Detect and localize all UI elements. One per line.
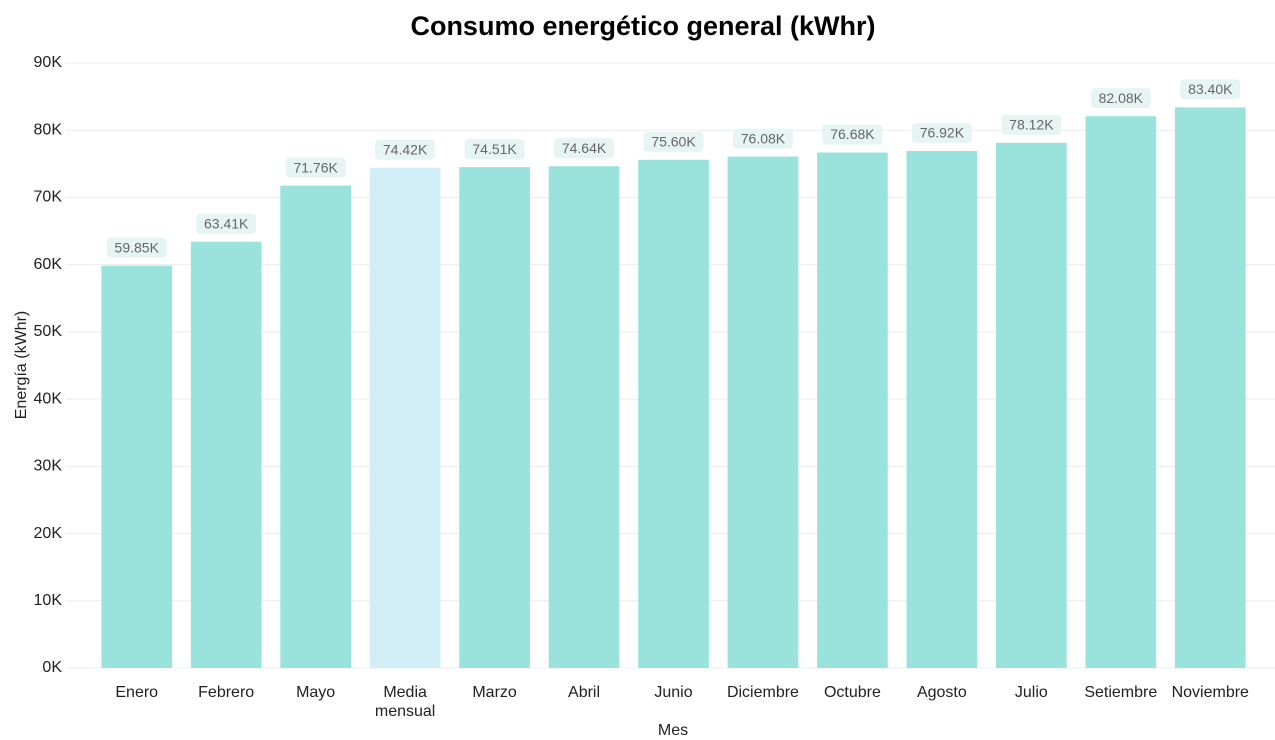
- data-label: 76.68K: [830, 126, 875, 142]
- data-label-bg: [375, 139, 436, 160]
- data-label-bg: [1090, 88, 1151, 109]
- bar: [996, 142, 1067, 669]
- bar: [817, 152, 888, 669]
- data-label-bg: [196, 213, 257, 234]
- data-label: 76.08K: [741, 130, 786, 146]
- data-label: 74.51K: [472, 141, 517, 157]
- data-label: 74.42K: [383, 141, 428, 157]
- data-label: 75.60K: [651, 134, 696, 150]
- data-label: 71.76K: [293, 159, 338, 175]
- y-tick-label: 10K: [34, 592, 63, 609]
- x-axis-label: Mes: [658, 722, 688, 739]
- x-tick-label: Mayo: [296, 684, 336, 701]
- x-tick-label: Media mensual: [374, 684, 436, 720]
- data-label: 74.64K: [562, 140, 607, 156]
- bar: [548, 166, 620, 668]
- x-tick-label: Noviembre: [1171, 684, 1249, 701]
- x-tick-label: Febrero: [198, 684, 255, 701]
- y-tick-label: 60K: [34, 256, 63, 273]
- x-tick-label: Octubre: [823, 684, 881, 701]
- y-tick-label: 0K: [42, 659, 62, 676]
- data-label: 59.85K: [115, 239, 160, 255]
- data-label: 76.92K: [920, 125, 965, 141]
- bar: [190, 241, 262, 668]
- data-label: 63.41K: [204, 215, 249, 231]
- data-label-bg: [732, 128, 793, 149]
- data-label: 78.12K: [1009, 117, 1054, 133]
- x-tick-label: Marzo: [472, 684, 517, 701]
- data-label-bg: [554, 138, 615, 159]
- bar: [369, 167, 441, 668]
- bar: [906, 150, 978, 669]
- data-label-bg: [643, 131, 704, 152]
- x-tick-label: Abril: [568, 684, 601, 701]
- data-label-bg: [106, 237, 167, 258]
- y-tick-label: 40K: [34, 390, 63, 407]
- bar: [638, 159, 709, 669]
- y-tick-label: 50K: [34, 323, 63, 340]
- x-tick-label: Junio: [654, 684, 693, 701]
- y-tick-label: 90K: [34, 54, 63, 71]
- bar: [727, 156, 799, 668]
- x-tick-label: Enero: [115, 684, 159, 701]
- data-label-bg: [911, 122, 972, 143]
- bar: [280, 185, 351, 668]
- data-label-bg: [464, 139, 525, 160]
- x-tick-label: Agosto: [916, 684, 967, 701]
- y-tick-label: 20K: [34, 525, 63, 542]
- bar: [1085, 116, 1157, 669]
- y-tick-label: 80K: [34, 121, 63, 138]
- data-label-bg: [285, 157, 346, 178]
- data-label: 82.08K: [1099, 90, 1144, 106]
- bar: [101, 265, 173, 668]
- x-tick-label: Diciembre: [726, 684, 799, 701]
- data-label-bg: [1180, 79, 1241, 100]
- y-axis-label: Energía (kWhr): [13, 311, 30, 419]
- x-tick-label: Setiembre: [1084, 684, 1158, 701]
- data-label: 83.40K: [1188, 81, 1233, 97]
- bar: [459, 167, 530, 668]
- y-tick-label: 70K: [34, 189, 63, 206]
- y-tick-label: 30K: [34, 458, 63, 475]
- chart-title: Consumo energético general (kWhr): [410, 11, 875, 41]
- x-tick-label: Julio: [1014, 684, 1048, 701]
- bar: [1174, 107, 1246, 668]
- data-label-bg: [822, 124, 883, 145]
- data-label-bg: [1001, 114, 1062, 135]
